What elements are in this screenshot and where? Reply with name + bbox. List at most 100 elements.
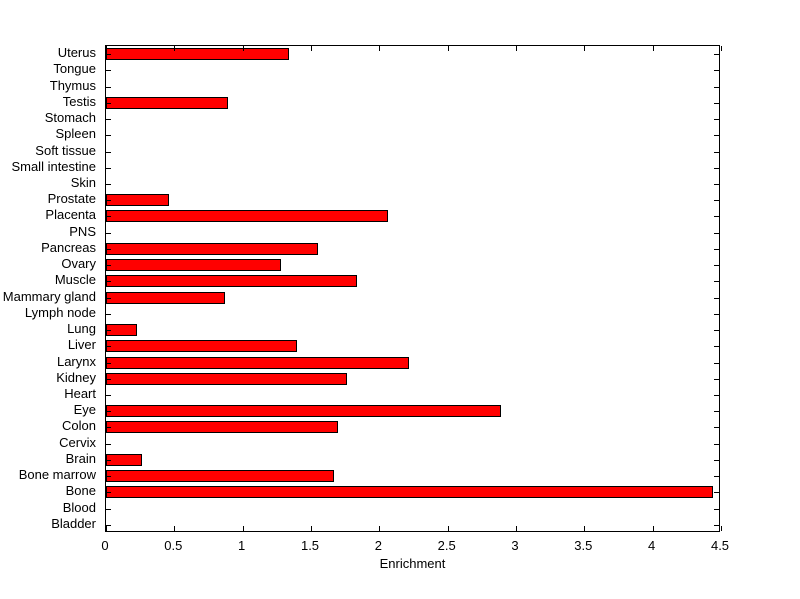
y-tick-right [714, 135, 719, 136]
y-tick-label-kidney: Kidney [56, 369, 96, 385]
y-tick-left [106, 460, 111, 461]
bar-prostate [106, 194, 169, 206]
y-tick-left [106, 363, 111, 364]
y-tick-right [714, 54, 719, 55]
x-tick-label-1-5: 1.5 [300, 538, 320, 553]
y-tick-left [106, 70, 111, 71]
x-tick-top [448, 46, 449, 51]
x-tick-top [379, 46, 380, 51]
y-tick-left [106, 395, 111, 396]
y-tick-right [714, 298, 719, 299]
plot-area [105, 45, 722, 532]
y-tick-left [106, 54, 111, 55]
y-tick-right [714, 346, 719, 347]
y-tick-left [106, 330, 111, 331]
bar-placenta [106, 210, 388, 222]
y-tick-right [714, 184, 719, 185]
x-tick-bottom [584, 526, 585, 531]
x-tick-label-0: 0 [101, 538, 109, 553]
y-tick-left [106, 249, 111, 250]
bar-colon [106, 421, 338, 433]
y-tick-label-bone-marrow: Bone marrow [18, 467, 96, 483]
y-tick-left [106, 216, 111, 217]
x-tick-label-2: 2 [374, 538, 382, 553]
y-tick-right [714, 103, 719, 104]
bar-uterus [106, 48, 289, 60]
y-tick-right [714, 492, 719, 493]
y-tick-left [106, 379, 111, 380]
y-tick-label-heart: Heart [64, 386, 96, 402]
y-tick-right [714, 87, 719, 88]
x-tick-top [311, 46, 312, 51]
x-tick-top [106, 46, 107, 51]
y-tick-label-mammary-gland: Mammary gland [2, 288, 96, 304]
y-tick-left [106, 444, 111, 445]
y-tick-left [106, 265, 111, 266]
x-tick-top [584, 46, 585, 51]
x-tick-top [721, 46, 722, 51]
y-tick-label-prostate: Prostate [47, 191, 96, 207]
x-tick-label-1: 1 [238, 538, 246, 553]
y-tick-left [106, 525, 111, 526]
y-tick-label-stomach: Stomach [44, 110, 96, 126]
x-tick-bottom [174, 526, 175, 531]
y-tick-label-soft-tissue: Soft tissue [35, 142, 96, 158]
y-tick-right [714, 411, 719, 412]
x-tick-top [653, 46, 654, 51]
y-tick-right [714, 395, 719, 396]
x-tick-bottom [243, 526, 244, 531]
y-tick-right [714, 330, 719, 331]
x-tick-top [516, 46, 517, 51]
y-tick-right [714, 168, 719, 169]
y-tick-label-brain: Brain [65, 450, 96, 466]
y-tick-right [714, 281, 719, 282]
y-tick-left [106, 411, 111, 412]
y-tick-left [106, 119, 111, 120]
y-tick-label-spleen: Spleen [55, 126, 96, 142]
x-tick-label-0-5: 0.5 [164, 538, 183, 553]
y-tick-left [106, 135, 111, 136]
bar-pancreas [106, 243, 318, 255]
bar-testis [106, 97, 228, 109]
x-tick-top [174, 46, 175, 51]
y-tick-label-lymph-node: Lymph node [24, 304, 96, 320]
y-tick-label-bone: Bone [65, 483, 96, 499]
y-tick-label-bladder: Bladder [51, 515, 96, 531]
y-tick-right [714, 460, 719, 461]
y-tick-label-blood: Blood [62, 499, 96, 515]
y-tick-right [714, 70, 719, 71]
y-tick-left [106, 298, 111, 299]
bar-bone-marrow [106, 470, 334, 482]
x-tick-bottom [379, 526, 380, 531]
y-tick-left [106, 314, 111, 315]
x-tick-bottom [106, 526, 107, 531]
y-tick-label-placenta: Placenta [45, 207, 96, 223]
y-tick-right [714, 152, 719, 153]
y-tick-label-thymus: Thymus [49, 77, 96, 93]
x-tick-bottom [516, 526, 517, 531]
bar-kidney [106, 373, 347, 385]
y-tick-label-skin: Skin [70, 174, 96, 190]
bar-muscle [106, 275, 357, 287]
y-tick-right [714, 509, 719, 510]
y-tick-left [106, 233, 111, 234]
y-tick-left [106, 152, 111, 153]
y-tick-left [106, 427, 111, 428]
y-tick-right [714, 233, 719, 234]
y-tick-right [714, 265, 719, 266]
x-tick-label-3: 3 [511, 538, 519, 553]
bar-liver [106, 340, 297, 352]
y-tick-left [106, 509, 111, 510]
x-tick-label-2-5: 2.5 [437, 538, 456, 553]
y-tick-label-small-intestine: Small intestine [11, 158, 96, 174]
bar-ovary [106, 259, 281, 271]
y-tick-label-liver: Liver [67, 337, 96, 353]
y-tick-left [106, 103, 111, 104]
y-tick-label-testis: Testis [62, 93, 96, 109]
x-tick-bottom [311, 526, 312, 531]
y-tick-label-pns: PNS [69, 223, 96, 239]
x-tick-top [243, 46, 244, 51]
bar-mammary-gland [106, 292, 225, 304]
y-tick-left [106, 184, 111, 185]
